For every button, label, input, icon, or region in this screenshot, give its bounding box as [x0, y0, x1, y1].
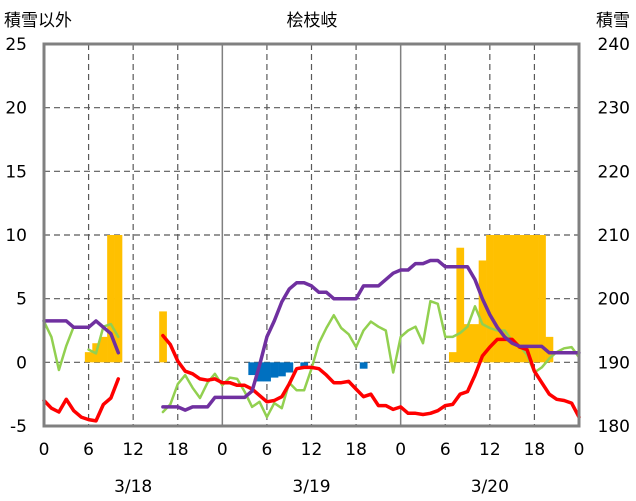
bar — [471, 324, 479, 363]
bar — [500, 235, 509, 363]
right-axis-label: 積雪 — [596, 11, 630, 31]
left-y-tick-label: 25 — [5, 35, 27, 55]
right-y-tick-label: 220 — [598, 162, 630, 182]
date-label: 3/18 — [114, 477, 152, 497]
series-line — [42, 319, 121, 355]
series-line — [161, 299, 581, 419]
bar — [263, 362, 271, 382]
bar — [300, 362, 309, 369]
right-y-tick-label: 190 — [598, 353, 630, 373]
bar — [285, 362, 294, 373]
bar — [456, 247, 465, 363]
series-line — [42, 377, 121, 423]
left-y-tick-label: 10 — [5, 226, 27, 246]
bar — [515, 235, 524, 363]
right-y-tick-label: 180 — [598, 417, 630, 437]
bar — [463, 324, 472, 363]
x-tick-label: 6 — [83, 440, 94, 460]
x-tick-label: 12 — [122, 440, 144, 460]
right-y-ticks: 240 230 220 210 200 190 180 — [598, 35, 630, 437]
left-y-tick-label: -5 — [10, 417, 27, 437]
bar — [114, 235, 123, 363]
right-y-tick-label: 210 — [598, 226, 630, 246]
chart-title: 桧枝岐 — [287, 11, 338, 31]
left-y-tick-label: 20 — [5, 99, 27, 119]
x-tick-label: 0 — [574, 440, 585, 460]
bar-series — [84, 235, 554, 382]
bar — [545, 336, 554, 363]
left-y-tick-label: 0 — [16, 353, 27, 373]
date-label: 3/20 — [471, 477, 509, 497]
bar — [278, 362, 286, 377]
bar — [359, 362, 368, 369]
x-tick-label: 6 — [262, 440, 273, 460]
plot-frame — [42, 42, 581, 428]
bar — [255, 362, 264, 382]
right-y-tick-label: 240 — [598, 35, 630, 55]
date-label: 3/19 — [292, 477, 330, 497]
x-tick-label: 18 — [167, 440, 189, 460]
bar — [270, 362, 279, 378]
series-line — [161, 258, 581, 412]
bar — [508, 235, 517, 363]
bar — [107, 235, 115, 363]
bar — [538, 235, 546, 363]
x-tick-label: 12 — [479, 440, 501, 460]
bar — [493, 235, 502, 363]
right-y-tick-label: 230 — [598, 99, 630, 119]
bar — [478, 260, 487, 363]
bar — [486, 235, 494, 363]
left-y-ticks: 25 20 15 10 5 0 -5 — [5, 35, 27, 437]
line-series — [42, 258, 581, 423]
x-tick-label: 0 — [217, 440, 228, 460]
bar — [448, 352, 457, 363]
series-line — [42, 320, 75, 372]
x-tick-label: 6 — [440, 440, 451, 460]
left-y-tick-label: 15 — [5, 162, 27, 182]
right-y-tick-label: 200 — [598, 290, 630, 310]
x-tick-label: 18 — [524, 440, 546, 460]
x-tick-label: 18 — [345, 440, 367, 460]
bar — [84, 352, 93, 363]
bar — [248, 362, 257, 376]
x-tick-label: 12 — [301, 440, 323, 460]
left-y-tick-label: 5 — [16, 290, 27, 310]
bar — [530, 235, 539, 363]
left-axis-label: 積雪以外 — [4, 11, 72, 31]
x-tick-label: 0 — [395, 440, 406, 460]
x-ticks: 0 6 12 18 0 6 12 18 0 6 12 18 0 3/18 3/19 3/20 — [39, 440, 585, 497]
bar — [99, 336, 108, 363]
bar — [523, 235, 532, 363]
x-tick-label: 0 — [39, 440, 50, 460]
